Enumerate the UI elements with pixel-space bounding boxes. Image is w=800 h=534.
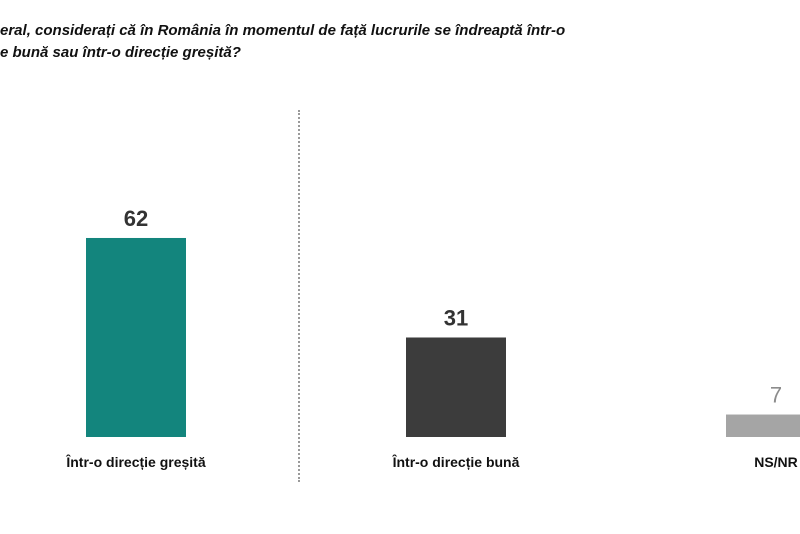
title-line-2: e bună sau într-o direcție greșită?	[0, 44, 241, 61]
category-label: NS/NR	[754, 454, 798, 470]
title-line-1: eral, considerați că în România în momen…	[0, 22, 566, 39]
category-label: Într-o direcție greșită	[65, 453, 205, 470]
chart-title: eral, considerați că în România în momen…	[0, 20, 800, 64]
separator-line	[298, 110, 300, 482]
data-label: 62	[124, 206, 148, 231]
data-label: 31	[444, 305, 468, 330]
bar	[406, 337, 506, 437]
data-label: 7	[770, 383, 782, 408]
category-label: Într-o direcție bună	[392, 453, 520, 470]
bar	[86, 237, 186, 437]
bar	[726, 414, 800, 437]
